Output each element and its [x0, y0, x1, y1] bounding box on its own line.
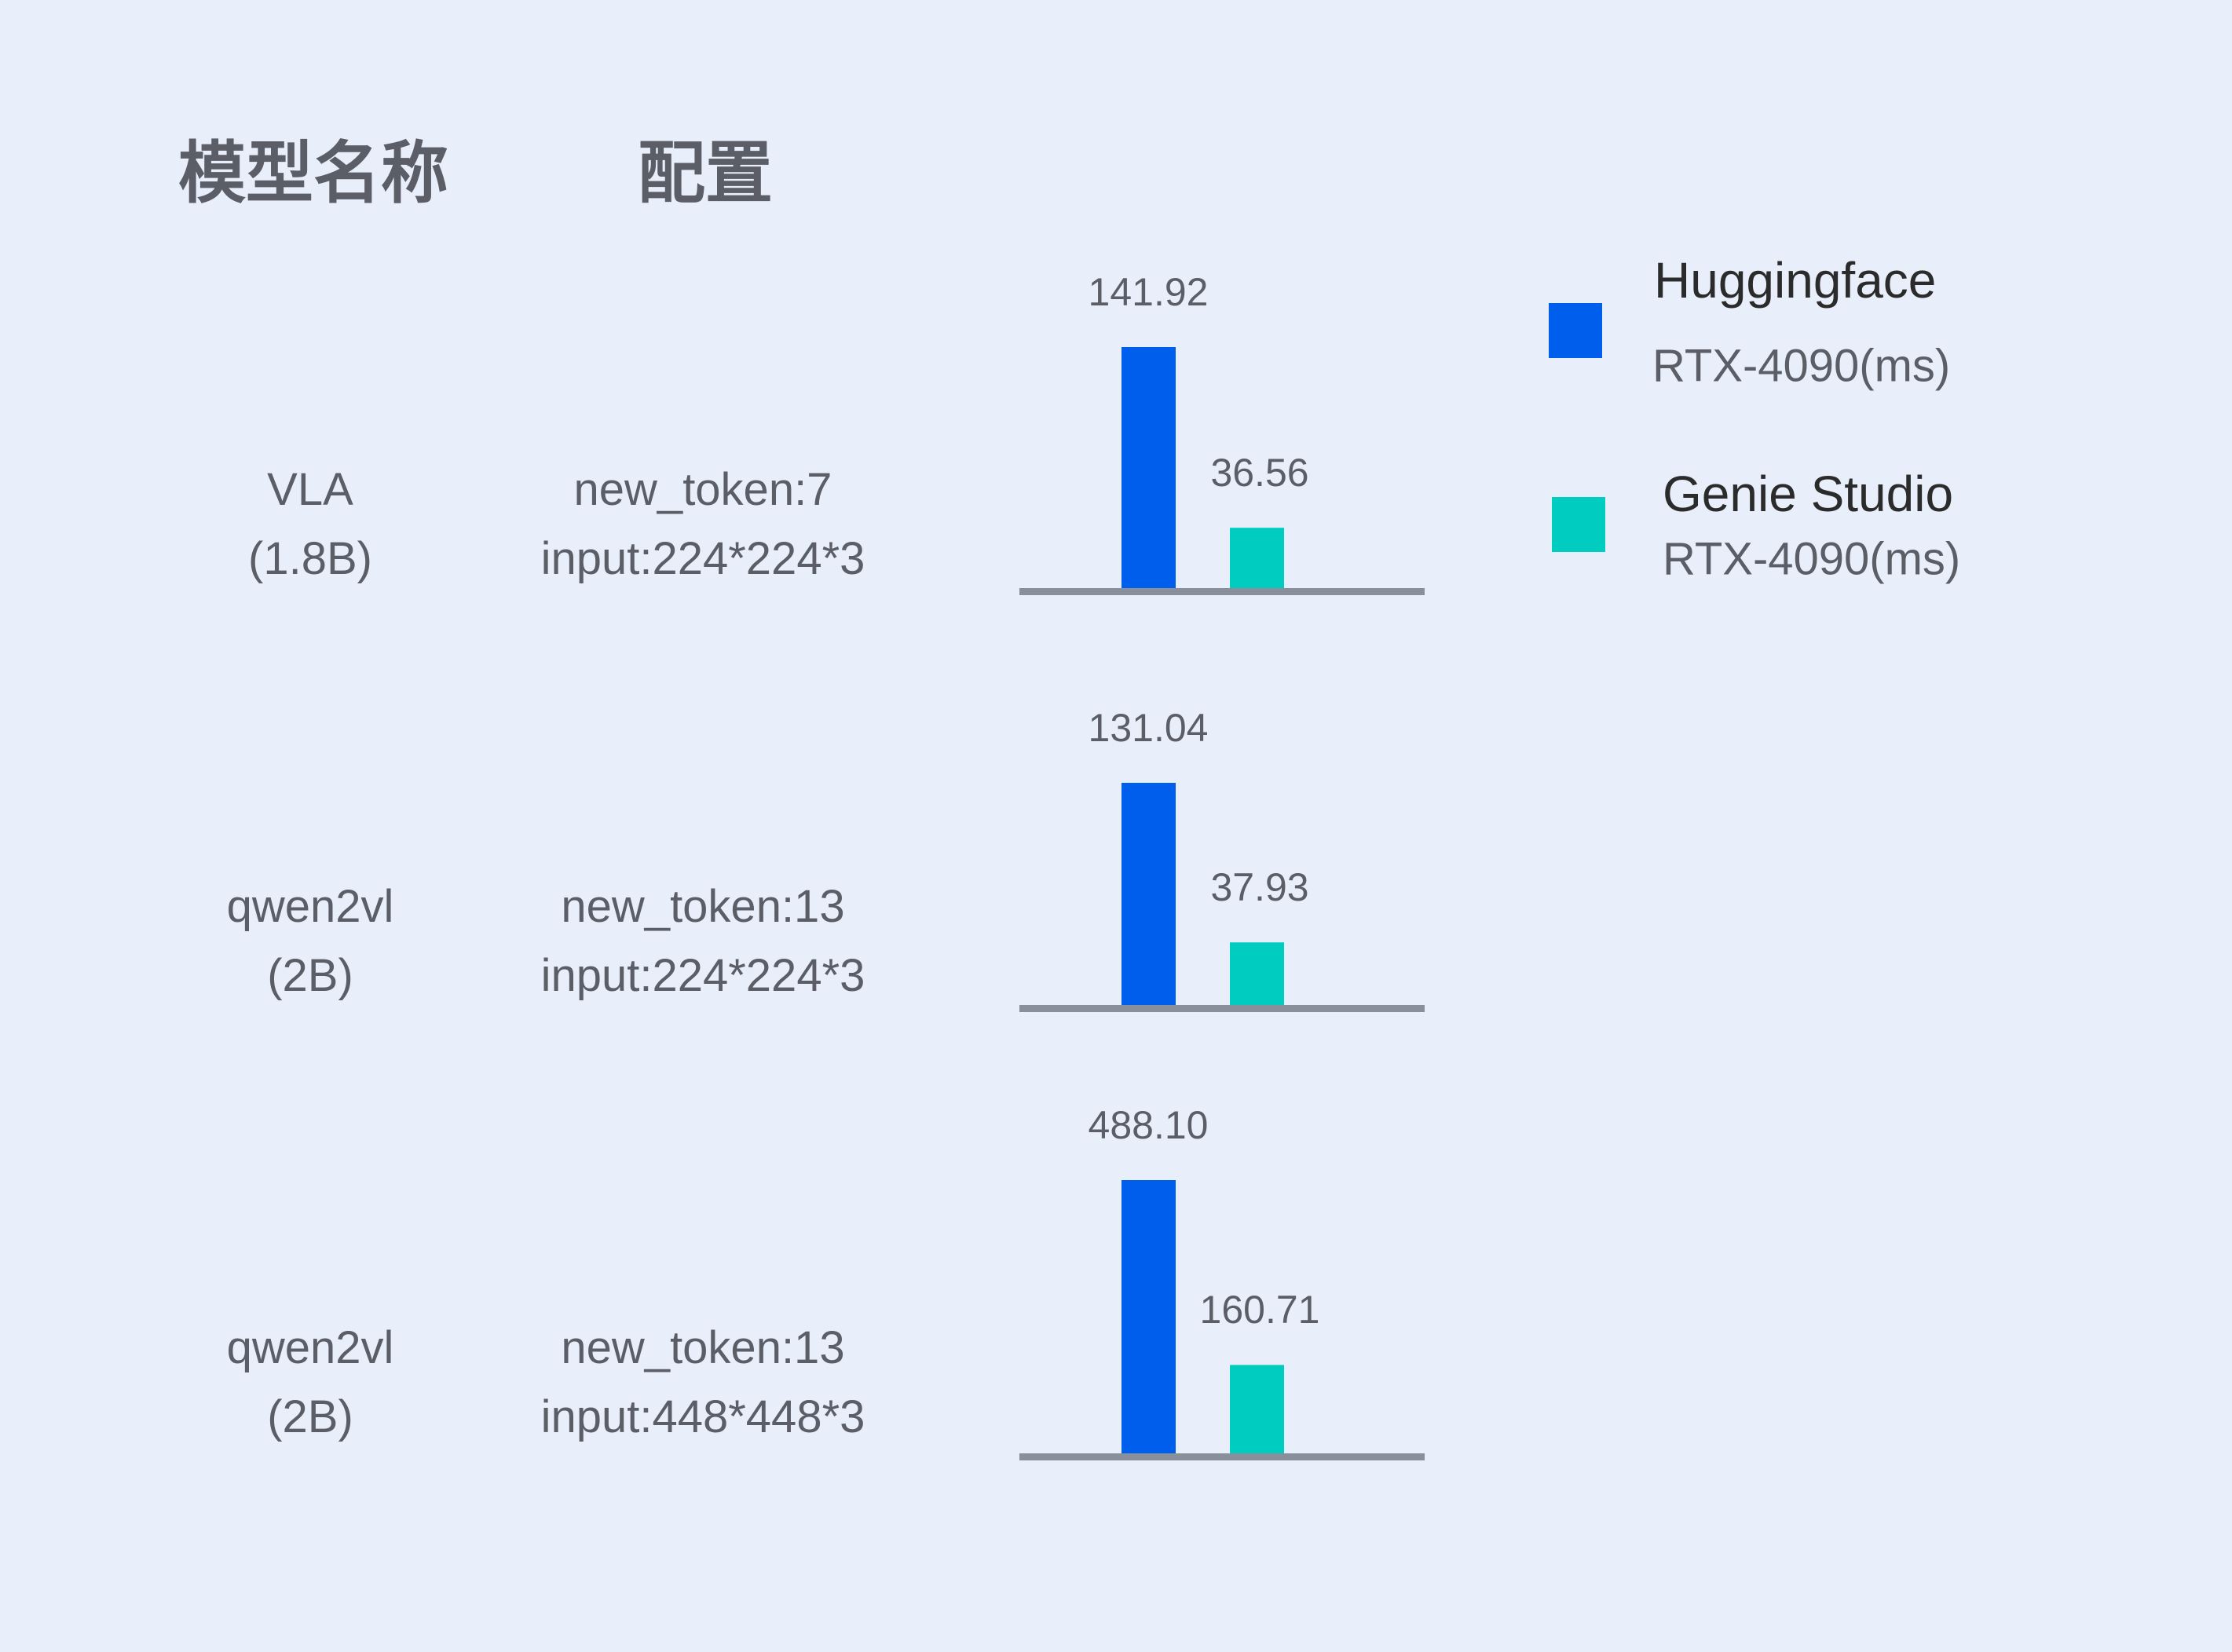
data-label: 141.92	[1088, 270, 1209, 314]
legend-label-huggingface: Huggingface	[1654, 252, 1937, 309]
config: new_token:7 input:224*224*3	[467, 455, 939, 594]
data-label: 37.93	[1210, 865, 1309, 910]
x-axis-baseline	[1019, 1453, 1425, 1460]
legend-swatch-huggingface	[1549, 303, 1602, 358]
model-name-line: qwen2vl	[226, 1322, 394, 1373]
model-name: qwen2vl (2B)	[75, 1314, 546, 1452]
legend-sublabel-genie-studio: RTX-4090(ms)	[1663, 533, 1961, 585]
config-line: input:448*448*3	[540, 1391, 865, 1442]
model-name-line: qwen2vl	[226, 881, 394, 932]
header-model-name: 模型名称	[178, 136, 448, 211]
bar-huggingface	[1121, 783, 1176, 1007]
model-name-line: (2B)	[267, 950, 353, 1001]
data-label: 160.71	[1199, 1288, 1320, 1332]
config-line: new_token:13	[561, 1322, 845, 1373]
config: new_token:13 input:224*224*3	[467, 872, 939, 1011]
x-axis-baseline	[1019, 588, 1425, 595]
legend-label-genie-studio: Genie Studio	[1663, 466, 1954, 522]
model-name-line: (2B)	[267, 1391, 353, 1442]
config-line: new_token:13	[561, 881, 845, 932]
bar-genie-studio	[1230, 942, 1284, 1007]
model-name-line: VLA	[267, 464, 353, 515]
bar-genie-studio	[1230, 528, 1284, 590]
model-name-line: (1.8B)	[248, 533, 372, 584]
data-label: 131.04	[1088, 706, 1209, 750]
data-label: 488.10	[1088, 1103, 1209, 1147]
model-name: qwen2vl (2B)	[75, 872, 546, 1011]
bar-genie-studio	[1230, 1365, 1284, 1456]
x-axis-baseline	[1019, 1005, 1425, 1012]
model-name: VLA (1.8B)	[75, 455, 546, 594]
data-label: 36.56	[1210, 451, 1309, 495]
header-config: 配置	[638, 136, 773, 211]
config-line: input:224*224*3	[540, 950, 865, 1001]
config-line: input:224*224*3	[540, 533, 865, 584]
config: new_token:13 input:448*448*3	[467, 1314, 939, 1452]
legend-sublabel-huggingface: RTX-4090(ms)	[1652, 340, 1951, 392]
legend-swatch-genie-studio	[1552, 497, 1605, 552]
bar-huggingface	[1121, 1180, 1176, 1460]
config-line: new_token:7	[573, 464, 832, 515]
bar-huggingface	[1121, 347, 1176, 590]
